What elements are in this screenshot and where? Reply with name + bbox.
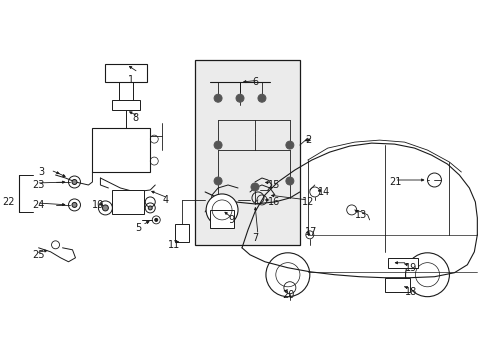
Bar [384,278,408,292]
Circle shape [205,194,238,226]
Text: 12: 12 [301,197,314,207]
Text: 25: 25 [33,250,45,260]
Text: 5: 5 [135,223,141,233]
Text: 13: 13 [354,210,366,220]
Text: 9: 9 [227,215,234,225]
Bar [92,128,150,172]
Circle shape [285,141,293,149]
Text: 6: 6 [251,77,258,87]
Text: 17: 17 [304,227,317,237]
Bar [112,190,144,214]
Text: 1: 1 [128,75,134,85]
Circle shape [72,202,77,207]
Circle shape [214,141,222,149]
Text: 15: 15 [267,180,280,190]
Text: 21: 21 [389,177,401,187]
Circle shape [102,205,108,211]
Text: 24: 24 [33,200,45,210]
Bar [195,60,299,245]
Circle shape [72,180,77,184]
Bar [105,64,147,82]
Text: 3: 3 [39,167,44,177]
Text: 4: 4 [162,195,168,205]
Text: 7: 7 [251,233,258,243]
Text: 16: 16 [267,197,280,207]
Text: 8: 8 [132,113,138,123]
Bar [387,258,417,268]
Circle shape [250,183,259,191]
Circle shape [236,94,244,102]
Circle shape [258,94,265,102]
Circle shape [214,177,222,185]
Text: 2: 2 [304,135,310,145]
Bar [112,100,140,110]
Circle shape [148,206,152,210]
Text: 14: 14 [317,187,329,197]
Bar [210,210,234,228]
Text: 19: 19 [404,263,416,273]
Text: 23: 23 [33,180,45,190]
Text: 11: 11 [168,240,180,250]
Circle shape [154,219,158,221]
Circle shape [285,177,293,185]
Text: 18: 18 [404,287,416,297]
Text: 20: 20 [281,290,294,300]
Text: 10: 10 [92,200,104,210]
Text: 22: 22 [2,197,15,207]
Bar [175,224,189,242]
Circle shape [214,94,222,102]
